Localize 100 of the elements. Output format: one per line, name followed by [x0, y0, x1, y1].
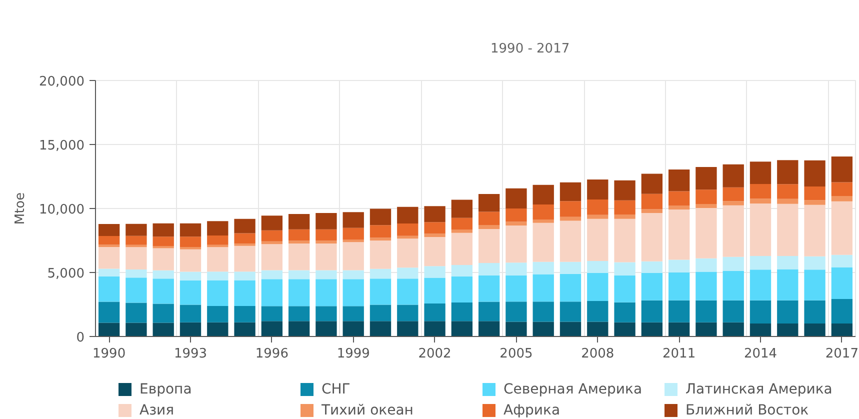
bar [696, 204, 717, 208]
bar [451, 302, 473, 322]
bar [777, 160, 798, 184]
bar [234, 233, 256, 244]
bar [804, 323, 826, 336]
bar [180, 322, 202, 336]
bar [342, 239, 364, 242]
bar [451, 229, 473, 233]
bar [587, 179, 608, 200]
bar [560, 302, 582, 322]
bar [532, 262, 554, 274]
bar [560, 262, 582, 274]
bar [804, 204, 826, 256]
bar [722, 300, 744, 322]
x-tick-label: 1993 [174, 346, 208, 362]
bar [180, 304, 202, 322]
bar [722, 322, 744, 336]
x-tick-label: 2002 [418, 346, 452, 362]
bar [152, 278, 174, 304]
bar [342, 321, 364, 336]
bar [696, 300, 717, 322]
bar [98, 236, 120, 245]
y-tick-label: 20,000 [39, 74, 85, 90]
bar [587, 301, 608, 322]
bar [668, 191, 690, 206]
bar [397, 304, 418, 322]
bar [288, 243, 310, 270]
bar [696, 272, 717, 300]
bar [478, 275, 500, 302]
bar [831, 196, 853, 202]
bar [288, 229, 310, 241]
bar [668, 210, 690, 260]
bar [451, 200, 473, 218]
bar [234, 218, 256, 234]
bar [152, 236, 174, 246]
bar [424, 278, 446, 304]
bar [560, 274, 582, 302]
bar [207, 221, 228, 236]
bar [342, 228, 364, 240]
bar [397, 206, 418, 224]
bar [316, 243, 337, 270]
bar [288, 306, 310, 322]
bar [532, 302, 554, 322]
bar [614, 180, 636, 200]
bar [397, 321, 418, 336]
bar [614, 200, 636, 215]
bar [831, 267, 853, 299]
bar [451, 276, 473, 302]
bar [424, 237, 446, 266]
bar [397, 238, 418, 268]
bar [207, 306, 228, 322]
bar [98, 224, 120, 236]
bar [316, 306, 337, 322]
bar [506, 222, 527, 226]
bar [722, 205, 744, 257]
bar [152, 223, 174, 237]
x-tick-label: 2017 [825, 346, 858, 362]
bar [587, 260, 608, 274]
bar [722, 201, 744, 206]
bar [424, 321, 446, 336]
bar [804, 200, 826, 205]
bar [506, 262, 527, 276]
bar [668, 300, 690, 322]
bar [750, 270, 772, 300]
legend-label: Азия [140, 402, 174, 418]
bar [342, 279, 364, 306]
bar [152, 304, 174, 323]
bar [180, 280, 202, 305]
bar [152, 248, 174, 270]
bar [234, 280, 256, 306]
y-tick-label: 5,000 [47, 266, 84, 282]
bar [478, 302, 500, 322]
bar [831, 323, 853, 336]
x-tick-label: 1999 [336, 346, 370, 362]
bar [316, 229, 337, 241]
bar [370, 268, 392, 279]
bar [696, 208, 717, 258]
bar [126, 302, 147, 323]
bar [397, 236, 418, 239]
bar [777, 269, 798, 300]
bar [532, 204, 554, 220]
bar [451, 264, 473, 276]
x-tick-label: 2008 [581, 346, 614, 362]
bar [804, 300, 826, 324]
bar [506, 208, 527, 222]
bar [777, 184, 798, 199]
x-tick-label: 2005 [500, 346, 533, 362]
bar [478, 263, 500, 276]
bar [777, 256, 798, 270]
bar [370, 238, 392, 240]
bar [506, 275, 527, 302]
bar [261, 270, 283, 280]
bar [207, 322, 228, 336]
bar [261, 244, 283, 270]
bar [696, 167, 717, 190]
bar [587, 218, 608, 261]
bar [804, 256, 826, 270]
bar [668, 169, 690, 192]
bar [560, 201, 582, 217]
bar [750, 198, 772, 204]
